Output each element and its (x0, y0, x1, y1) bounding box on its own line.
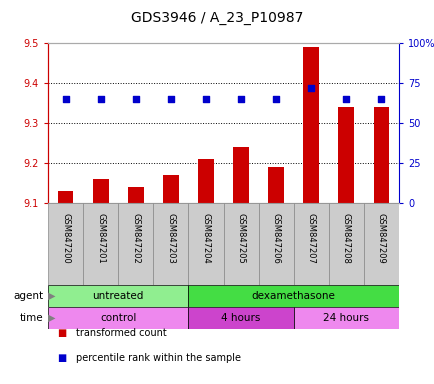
Text: GSM847201: GSM847201 (96, 213, 105, 263)
Text: GSM847200: GSM847200 (61, 213, 70, 263)
Bar (92, 179, 108, 203)
Bar (58, 191, 73, 203)
Text: ▶: ▶ (47, 291, 55, 301)
Text: 4 hours: 4 hours (221, 313, 260, 323)
Point (307, 85, 314, 91)
Point (62, 96, 69, 102)
Text: GSM847206: GSM847206 (271, 213, 280, 264)
Text: GSM847203: GSM847203 (166, 213, 175, 264)
Text: control: control (100, 313, 136, 323)
Text: ▶: ▶ (47, 313, 55, 323)
Point (377, 96, 384, 102)
Text: GSM847202: GSM847202 (131, 213, 140, 263)
Bar (268, 167, 283, 203)
Text: agent: agent (13, 291, 43, 301)
Text: GSM847205: GSM847205 (236, 213, 245, 263)
Point (237, 96, 244, 102)
Bar (223, 203, 258, 285)
Bar (233, 147, 248, 203)
Bar (363, 203, 398, 285)
Bar (118, 203, 153, 285)
Text: 24 hours: 24 hours (322, 313, 368, 323)
Bar (188, 203, 223, 285)
Bar (293, 307, 398, 329)
Text: untreated: untreated (92, 291, 144, 301)
Bar (48, 307, 188, 329)
Bar (153, 203, 188, 285)
Text: dexamethasone: dexamethasone (251, 291, 335, 301)
Bar (338, 107, 353, 203)
Text: GDS3946 / A_23_P10987: GDS3946 / A_23_P10987 (131, 11, 303, 25)
Bar (293, 203, 328, 285)
Text: GSM847204: GSM847204 (201, 213, 210, 263)
Bar (83, 203, 118, 285)
Bar (188, 307, 293, 329)
Point (202, 96, 209, 102)
Point (342, 96, 349, 102)
Bar (128, 187, 143, 203)
Point (132, 96, 139, 102)
Bar (302, 47, 319, 203)
Text: GSM847208: GSM847208 (341, 213, 350, 264)
Bar (328, 203, 363, 285)
Text: ■: ■ (56, 328, 66, 338)
Point (97, 96, 104, 102)
Text: percentile rank within the sample: percentile rank within the sample (76, 353, 241, 362)
Bar (197, 159, 214, 203)
Text: ■: ■ (56, 353, 66, 362)
Bar (258, 203, 293, 285)
Bar (188, 285, 398, 307)
Text: GSM847207: GSM847207 (306, 213, 315, 264)
Bar (163, 175, 178, 203)
Text: GSM847209: GSM847209 (376, 213, 385, 263)
Text: time: time (20, 313, 43, 323)
Point (167, 96, 174, 102)
Bar (373, 107, 388, 203)
Bar (48, 203, 83, 285)
Bar (48, 285, 188, 307)
Point (272, 96, 279, 102)
Text: transformed count: transformed count (76, 328, 167, 338)
